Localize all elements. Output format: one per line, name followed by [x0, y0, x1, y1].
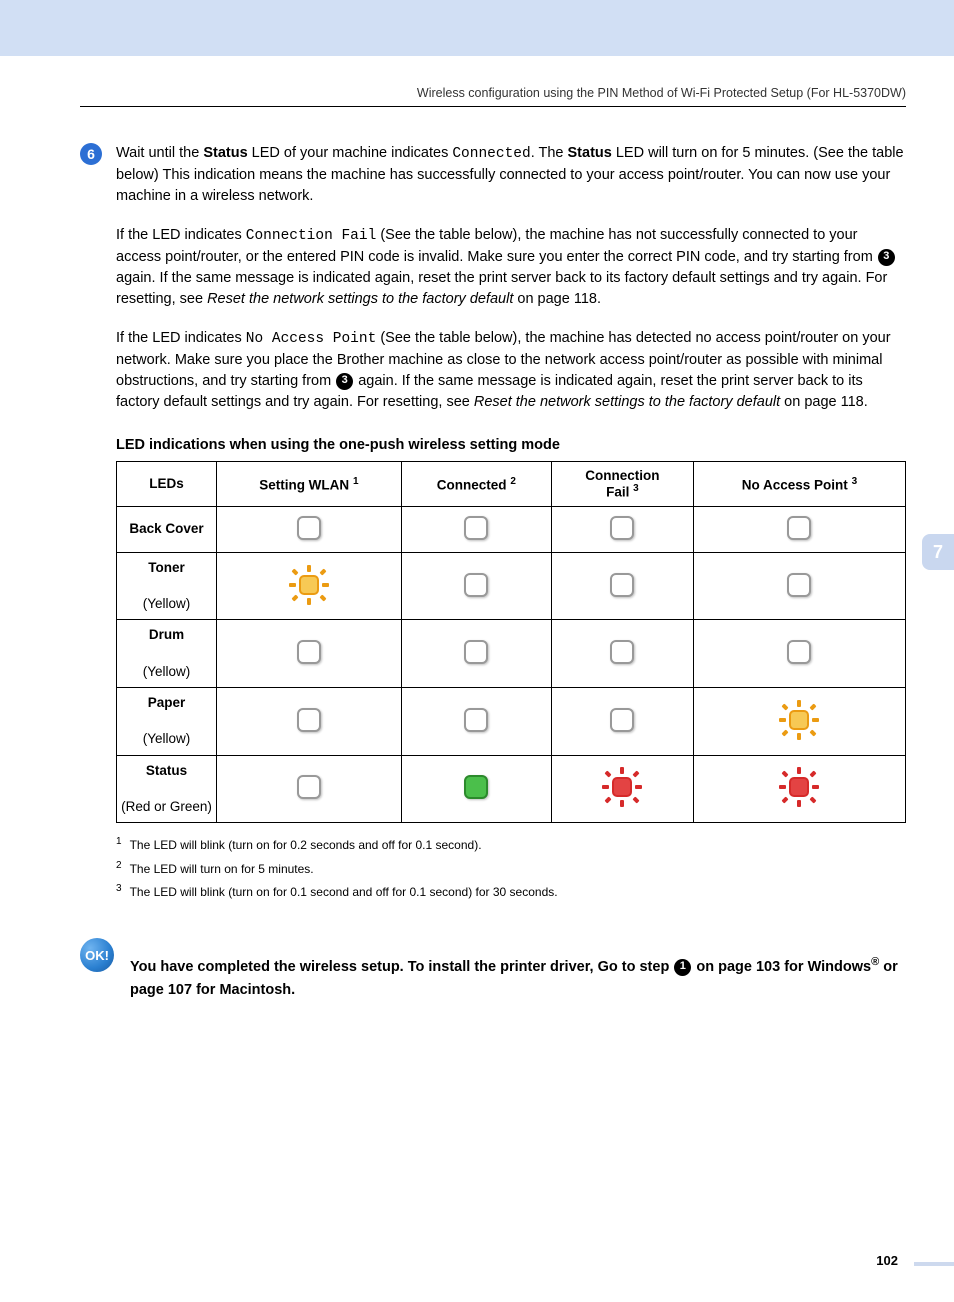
inline-step-ref: 3	[336, 373, 353, 390]
led-off-icon	[297, 516, 321, 540]
led-cell	[401, 620, 551, 688]
led-yellow-blink-icon	[289, 565, 329, 605]
led-off-icon	[464, 516, 488, 540]
table-row: Status(Red or Green)	[117, 755, 906, 823]
led-off-icon	[464, 640, 488, 664]
running-header: Wireless configuration using the PIN Met…	[80, 86, 906, 100]
led-cell	[693, 755, 905, 823]
table-row: Toner(Yellow)	[117, 552, 906, 620]
step-para-2: If the LED indicates Connection Fail (Se…	[116, 225, 906, 310]
text: on page 103 for Windows	[692, 959, 871, 975]
led-cell	[551, 687, 693, 755]
text: on page 118.	[513, 291, 601, 307]
led-cell	[693, 620, 905, 688]
connected-mono: Connected	[452, 146, 530, 162]
table-footnotes: 1The LED will blink (turn on for 0.2 sec…	[116, 833, 906, 904]
inline-step-ref: 1	[674, 959, 691, 976]
led-cell	[217, 506, 402, 552]
led-cell	[217, 620, 402, 688]
step-para-3: If the LED indicates No Access Point (Se…	[116, 328, 906, 413]
footnote-2: 2The LED will turn on for 5 minutes.	[116, 857, 906, 881]
status-word: Status	[203, 145, 247, 161]
page-number: 102	[876, 1253, 898, 1268]
led-cell	[401, 552, 551, 620]
footer-tick-decoration	[914, 1262, 954, 1266]
led-cell	[551, 552, 693, 620]
footnote-1: 1The LED will blink (turn on for 0.2 sec…	[116, 833, 906, 857]
row-label: Paper(Yellow)	[117, 687, 217, 755]
led-off-icon	[610, 516, 634, 540]
row-label: Drum(Yellow)	[117, 620, 217, 688]
text: . The	[531, 145, 568, 161]
text: LED of your machine indicates	[248, 145, 453, 161]
status-word: Status	[568, 145, 612, 161]
cross-ref-italic: Reset the network settings to the factor…	[207, 291, 513, 307]
completion-text: You have completed the wireless setup. T…	[130, 938, 906, 1002]
led-cell	[401, 687, 551, 755]
led-cell	[693, 687, 905, 755]
led-off-icon	[610, 708, 634, 732]
table-row: Drum(Yellow)	[117, 620, 906, 688]
footnote-3: 3The LED will blink (turn on for 0.1 sec…	[116, 880, 906, 904]
table-header-row: LEDs Setting WLAN 1 Connected 2 Connecti…	[117, 462, 906, 507]
text: If the LED indicates	[116, 330, 246, 346]
step-number-bullet: 6	[80, 143, 102, 165]
led-cell	[551, 506, 693, 552]
ok-badge-icon: OK!	[80, 938, 114, 972]
led-cell	[217, 687, 402, 755]
led-yellow-blink-icon	[779, 700, 819, 740]
step-6-block: 6 Wait until the Status LED of your mach…	[80, 143, 906, 413]
connection-fail-mono: Connection Fail	[246, 228, 377, 244]
text: You have completed the wireless setup. T…	[130, 959, 673, 975]
led-cell	[551, 620, 693, 688]
led-cell	[693, 506, 905, 552]
inline-step-ref: 3	[878, 249, 895, 266]
led-off-icon	[297, 708, 321, 732]
header-rule	[80, 106, 906, 107]
table-row: Paper(Yellow)	[117, 687, 906, 755]
completion-callout: OK! You have completed the wireless setu…	[80, 938, 906, 1002]
step-para-1: Wait until the Status LED of your machin…	[116, 143, 906, 207]
no-access-point-mono: No Access Point	[246, 331, 377, 347]
page-content: Wireless configuration using the PIN Met…	[0, 56, 954, 1042]
led-off-icon	[787, 640, 811, 664]
registered-mark: ®	[871, 956, 879, 968]
led-off-icon	[297, 775, 321, 799]
led-off-icon	[787, 573, 811, 597]
page-footer: 102	[0, 1042, 954, 1302]
table-row: Back Cover	[117, 506, 906, 552]
led-red-blink-icon	[779, 767, 819, 807]
led-cell	[217, 552, 402, 620]
led-green-on-icon	[464, 775, 488, 799]
chapter-side-tab: 7	[922, 534, 954, 570]
row-label: Status(Red or Green)	[117, 755, 217, 823]
th-connection-fail: ConnectionFail 3	[551, 462, 693, 507]
text: If the LED indicates	[116, 227, 246, 243]
led-off-icon	[464, 708, 488, 732]
text: on page 118.	[780, 394, 868, 410]
led-off-icon	[610, 573, 634, 597]
led-off-icon	[610, 640, 634, 664]
led-indications-table: LEDs Setting WLAN 1 Connected 2 Connecti…	[116, 461, 906, 823]
row-label: Back Cover	[117, 506, 217, 552]
cross-ref-italic: Reset the network settings to the factor…	[474, 394, 780, 410]
page-top-bar	[0, 0, 954, 56]
th-leds: LEDs	[117, 462, 217, 507]
led-off-icon	[297, 640, 321, 664]
led-table-title: LED indications when using the one-push …	[116, 437, 906, 453]
text: Wait until the	[116, 145, 203, 161]
led-cell	[693, 552, 905, 620]
th-connected: Connected 2	[401, 462, 551, 507]
led-cell	[401, 755, 551, 823]
row-label: Toner(Yellow)	[117, 552, 217, 620]
led-cell	[401, 506, 551, 552]
led-off-icon	[787, 516, 811, 540]
th-no-access-point: No Access Point 3	[693, 462, 905, 507]
led-red-blink-icon	[602, 767, 642, 807]
led-cell	[551, 755, 693, 823]
led-off-icon	[464, 573, 488, 597]
th-setting-wlan: Setting WLAN 1	[217, 462, 402, 507]
led-cell	[217, 755, 402, 823]
